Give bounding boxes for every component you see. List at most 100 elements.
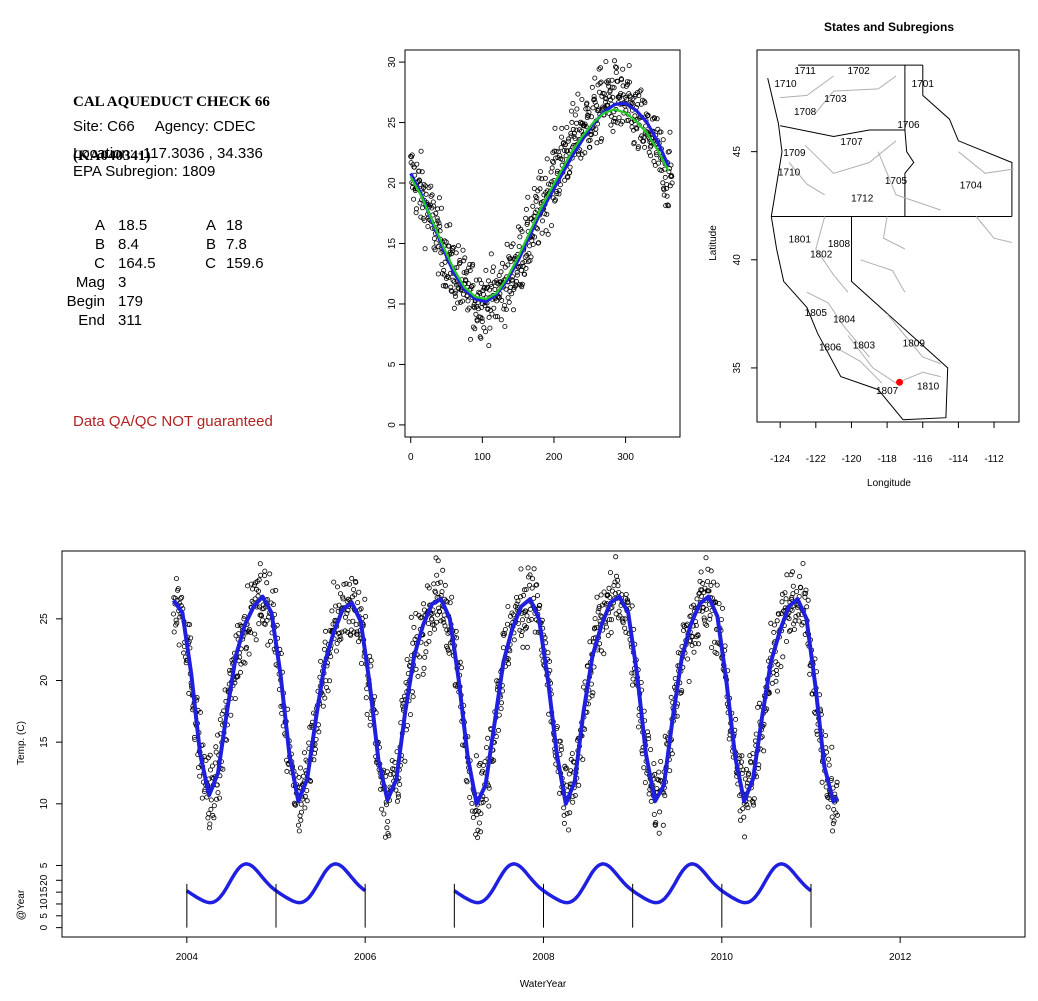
ts-point: [190, 707, 196, 713]
seasonal-point: [573, 142, 579, 148]
seasonal-point: [442, 259, 448, 265]
ts-point: [569, 751, 575, 757]
ts-point: [611, 600, 617, 606]
ts-point: [454, 684, 460, 690]
seasonal-point: [413, 186, 419, 192]
seasonal-point: [480, 301, 486, 307]
seasonal-point: [611, 109, 617, 115]
ts-point: [379, 774, 385, 780]
seasonal-point: [588, 131, 594, 137]
ts-point: [416, 612, 422, 618]
seasonal-point: [567, 164, 573, 170]
ts-point: [548, 719, 554, 725]
seasonal-point: [472, 297, 478, 303]
ts-point: [309, 722, 315, 728]
ts-point: [406, 663, 412, 669]
seasonal-point: [454, 282, 460, 288]
ts-point: [292, 802, 298, 808]
ts-point: [309, 724, 315, 730]
ts-point: [561, 812, 567, 818]
ts-point: [314, 703, 320, 709]
ts-point: [231, 650, 237, 656]
ts-point: [256, 577, 262, 583]
ts-point: [246, 627, 252, 633]
coastline: [767, 77, 904, 421]
ts-point: [799, 622, 805, 628]
ts-point: [584, 700, 590, 706]
seasonal-point: [625, 117, 631, 123]
seasonal-point: [565, 174, 571, 180]
ts-point: [258, 612, 264, 618]
seasonal-point: [594, 103, 600, 109]
seasonal-point: [594, 108, 600, 114]
ts-point: [396, 767, 402, 773]
seasonal-point: [493, 292, 499, 298]
ts-point: [297, 765, 303, 771]
ts-point: [278, 703, 284, 709]
ts-point: [607, 594, 613, 600]
ts-point: [271, 646, 277, 652]
map-x-tick-label: -120: [841, 454, 861, 465]
ts-point: [425, 608, 431, 614]
ts-y-tick-label: 10: [39, 798, 50, 810]
seasonal-point: [640, 138, 646, 144]
ts-point: [342, 628, 348, 634]
seasonal-point: [483, 295, 489, 301]
ts-point: [213, 744, 219, 750]
ts-point: [782, 605, 788, 611]
seasonal-point: [615, 78, 621, 84]
map-x-label: Longitude: [867, 478, 911, 489]
ts-point: [484, 780, 490, 786]
seasonal-point: [438, 245, 444, 251]
seasonal-point: [490, 268, 496, 274]
ts-point: [817, 737, 823, 743]
ts-point: [428, 616, 434, 622]
ts-point: [766, 658, 772, 664]
subregion-boundary: [877, 151, 941, 211]
ts-point: [452, 643, 458, 649]
ts-point: [830, 828, 836, 834]
ts-point: [361, 649, 367, 655]
seasonal-point: [562, 177, 568, 183]
ts-point: [253, 602, 259, 608]
ts-point: [750, 751, 756, 757]
ts-point: [586, 695, 592, 701]
ts-point: [185, 640, 191, 646]
ts-point: [826, 756, 832, 762]
seasonal-point: [422, 218, 428, 224]
ts-point: [699, 593, 705, 599]
ts-point: [407, 677, 413, 683]
seasonal-point: [604, 102, 610, 108]
ts-point: [685, 656, 691, 662]
seasonal-point: [498, 269, 504, 275]
ts-point: [761, 721, 767, 727]
seasonal-point: [448, 251, 454, 257]
ts-point: [765, 689, 771, 695]
ts-point: [234, 673, 240, 679]
seasonal-point: [656, 160, 662, 166]
seasonal-point: [498, 317, 504, 323]
ts-point: [709, 595, 715, 601]
ts-point: [507, 642, 513, 648]
ts-point: [826, 795, 832, 801]
ts-point: [746, 777, 752, 783]
ts-point: [834, 812, 840, 818]
ts-point: [355, 639, 361, 645]
ts-point: [294, 784, 300, 790]
ts-point: [275, 635, 281, 641]
ts-point: [394, 749, 400, 755]
seasonal-point: [506, 299, 512, 305]
ts-point: [333, 603, 339, 609]
seasonal-point: [560, 140, 566, 146]
ts-point: [426, 585, 432, 591]
seasonal-point: [465, 281, 471, 287]
seasonal-point: [476, 289, 482, 295]
seasonal-point: [433, 210, 439, 216]
seasonal-point: [566, 157, 572, 163]
ts-point: [427, 602, 433, 608]
ts-point: [638, 680, 644, 686]
seasonal-point: [572, 135, 578, 141]
ts-point: [576, 743, 582, 749]
seasonal-point: [468, 286, 474, 292]
seasonal-point: [416, 168, 422, 174]
